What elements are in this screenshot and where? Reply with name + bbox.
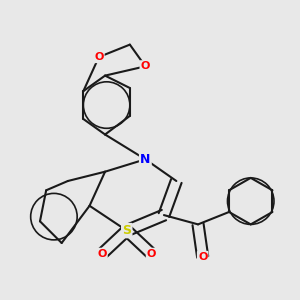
Text: N: N [140,153,151,166]
Text: O: O [198,252,207,262]
Text: S: S [122,224,131,237]
Text: O: O [141,61,150,71]
Text: O: O [147,249,156,259]
Text: O: O [97,249,106,259]
Text: O: O [94,52,104,62]
